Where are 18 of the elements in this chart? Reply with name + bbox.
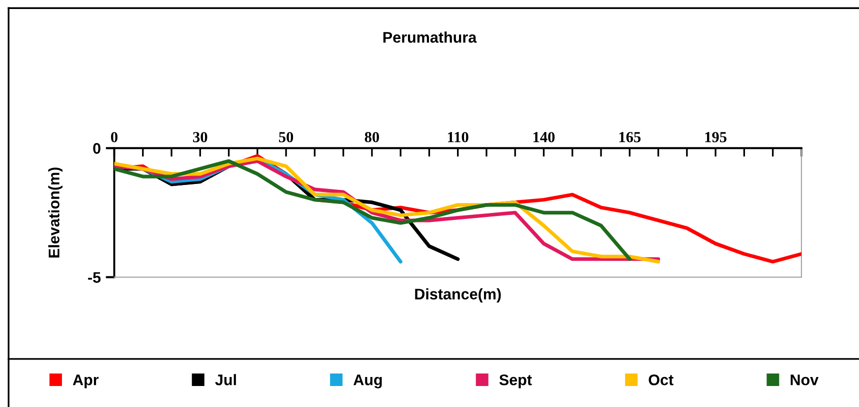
y-axis-title: Elevation(m) [48,168,62,258]
y-tick-label: -5 [88,272,101,283]
legend-label: Apr [72,374,99,388]
x-tick-label: 165 [619,132,641,142]
legend-label: Jul [215,374,236,386]
chart-title: Perumathura [383,32,477,43]
x-tick-label: 0 [111,132,118,142]
legend-label: Sept [499,374,532,388]
legend-label: Aug [353,374,382,388]
x-tick-label: 50 [279,132,294,142]
legend-label: Nov [790,374,819,386]
x-tick-label: 195 [705,132,726,142]
legend-label: Oct [648,374,674,386]
x-tick-label: 110 [448,132,468,142]
x-axis-title: Distance(m) [415,288,501,303]
x-tick-label: 140 [534,132,555,142]
x-tick-label: 30 [193,132,208,142]
x-tick-label: 80 [364,132,380,142]
